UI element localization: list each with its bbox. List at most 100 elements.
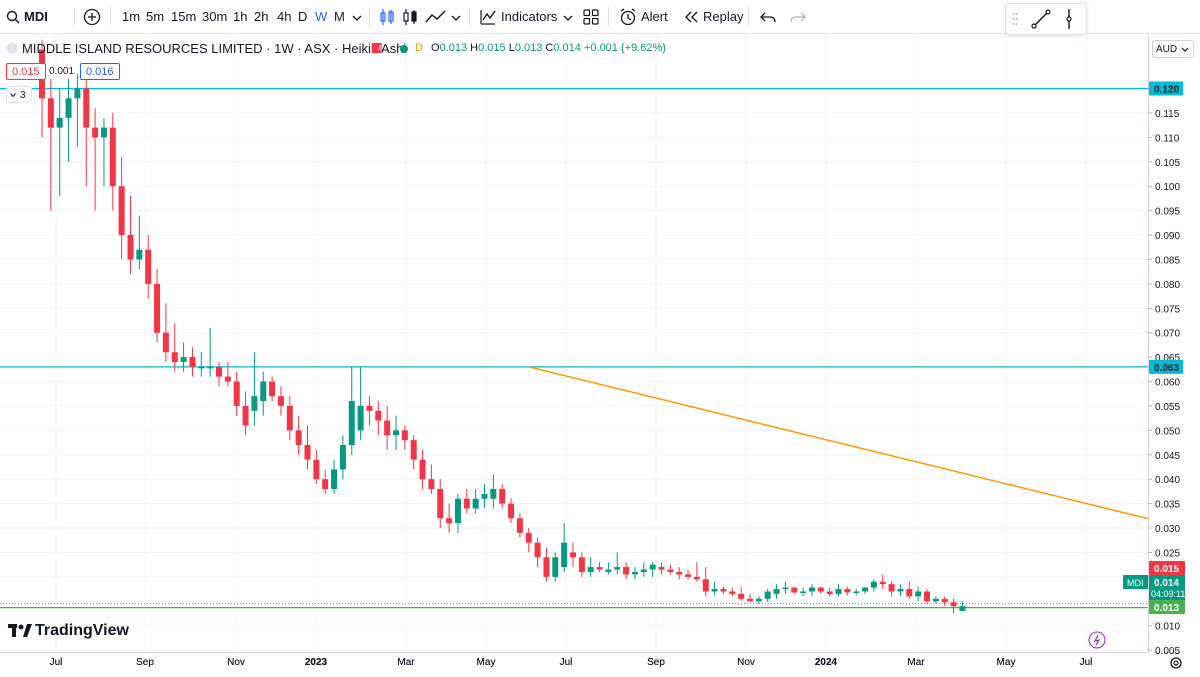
candle-body [198,366,205,369]
interval-w-button[interactable]: W [315,9,328,24]
interval-5m-button[interactable]: 5m [146,9,165,24]
candle-body [56,117,63,128]
sell-button[interactable]: 0.015 [6,63,46,80]
templates-icon[interactable] [583,9,599,25]
candle-body [676,571,683,575]
currency-button[interactable]: AUD [1152,40,1194,58]
chevron-down-icon[interactable] [451,14,461,22]
interval-d-button[interactable]: D [298,9,308,24]
chevron-down-icon[interactable] [563,14,573,22]
lightning-icon[interactable] [1088,631,1106,649]
indicators-collapse-button[interactable]: 3 [6,86,32,103]
interval-2h-button[interactable]: 2h [254,9,269,24]
currency-label: AUD [1156,44,1178,55]
interval-30m-button[interactable]: 30m [202,9,228,24]
x-tick-label: Nov [737,657,755,668]
replay-button[interactable]: Replay [703,9,744,24]
candle-body [109,127,116,187]
candle-body [393,430,399,436]
toolbar-divider [74,7,75,27]
candle-body [481,493,488,499]
candle-body [596,567,603,570]
symbol-logo-icon [6,42,18,54]
flag-icon[interactable] [372,43,382,53]
search-icon[interactable] [6,10,20,24]
vertical-line-tool-icon[interactable] [1062,8,1076,30]
candle-body [764,591,771,599]
candle-body [428,479,435,489]
candle-body [154,283,161,333]
interval-1h-button[interactable]: 1h [233,9,248,24]
buy-button[interactable]: 0.016 [80,63,120,80]
candle-body [508,503,515,519]
candle-body [570,552,576,558]
candle-body [738,593,745,599]
line-chart-type-icon[interactable] [425,8,447,26]
candle-body [437,488,444,519]
candle-body [941,598,948,603]
candles-chart-type-icon[interactable] [402,7,418,27]
replay-rewind-icon[interactable] [683,10,699,24]
candle-body [658,567,665,570]
data-delay-badge[interactable]: D [415,42,423,54]
trend-line-tool-icon[interactable] [1030,8,1052,30]
candle-body [525,532,532,543]
x-tick-label: Jul [1080,657,1093,668]
candle-body [631,571,638,575]
brand-name: TradingView [35,622,129,639]
alarm-clock-icon[interactable] [619,8,637,26]
candle-body [331,469,338,489]
candle-body [747,598,753,602]
indicators-icon[interactable] [479,8,497,26]
undo-icon[interactable] [760,10,776,24]
open-value: 0.013 [439,42,468,54]
candle-body [826,591,833,594]
candle-body [782,587,789,590]
bars-chart-type-icon[interactable] [379,7,395,27]
drag-handle-icon[interactable] [1012,12,1018,26]
candle-body [207,366,214,369]
candle-body [915,591,922,597]
symbol-search-button[interactable]: MDI [24,9,48,24]
price-axis[interactable] [1148,34,1200,652]
candle-body [888,584,895,592]
legend-title-text: MIDDLE ISLAND RESOURCES LIMITED · 1W · A… [22,41,407,56]
candle-body [685,574,692,577]
low-value: 0.013 [514,42,543,54]
candle-body [65,98,72,118]
candle-body [552,557,559,577]
candle-body [410,440,417,460]
candle-body [605,569,612,572]
close-key: C [545,42,554,54]
horizontal-lines [0,87,1148,609]
candle-body [472,498,479,509]
tradingview-logo[interactable]: TradingView [8,622,129,640]
chart-legend-title[interactable]: MIDDLE ISLAND RESOURCES LIMITED · 1W · A… [22,41,406,56]
add-symbol-icon[interactable] [83,8,101,26]
settings-gear-icon[interactable] [1168,655,1184,671]
candle-body [216,366,222,377]
candle-body [729,591,736,594]
alert-button[interactable]: Alert [641,9,668,24]
candles [39,39,966,614]
candle-body [348,401,355,445]
open-key: O [431,42,440,54]
redo-icon[interactable] [790,10,806,24]
candle-body [83,88,90,128]
candle-body [862,587,869,592]
chevron-down-icon[interactable] [352,14,362,22]
interval-4h-button[interactable]: 4h [277,9,292,24]
x-tick-label: Jul [560,657,573,668]
candle-body [614,567,621,570]
interval-1m-button[interactable]: 1m [122,9,141,24]
time-axis[interactable] [0,652,1148,677]
candle-body [454,498,461,524]
candle-body [640,569,647,572]
candle-body [543,557,550,577]
interval-15m-button[interactable]: 15m [171,9,197,24]
interval-m-button[interactable]: M [334,9,345,24]
high-key: H [470,42,479,54]
indicators-button[interactable]: Indicators [501,9,558,24]
high-value: 0.015 [478,42,506,54]
